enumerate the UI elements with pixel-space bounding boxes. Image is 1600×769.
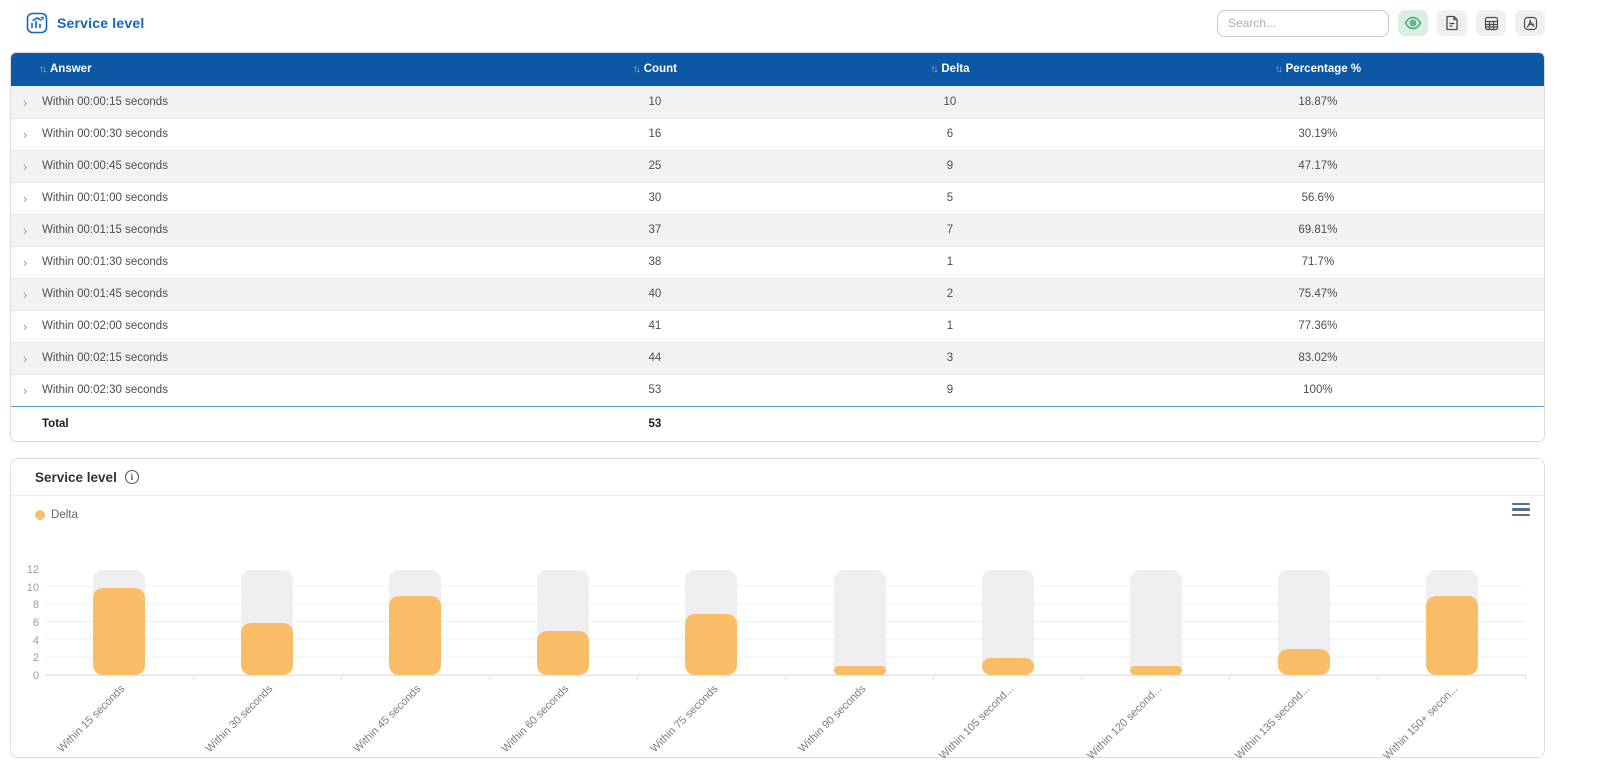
table-header-row: ↑↓ Answer ↑↓ Count ↑↓ Delta ↑↓ Percentage % bbox=[11, 53, 1544, 86]
x-tick-label: Within 90 seconds bbox=[795, 683, 869, 756]
page-title: Service level bbox=[57, 15, 145, 31]
bar-slot: Within 45 seconds bbox=[341, 570, 490, 755]
bar-slot: Within 75 seconds bbox=[637, 570, 787, 755]
table-row[interactable]: › Within 00:02:30 seconds 53 9 100% bbox=[11, 373, 1544, 406]
x-tick-label: Within 45 seconds bbox=[351, 683, 424, 756]
table-row[interactable]: › Within 00:02:00 seconds 41 1 77.36% bbox=[11, 309, 1544, 342]
hamburger-menu-icon[interactable] bbox=[1512, 503, 1530, 516]
x-tick-label: Within 120 second... bbox=[1085, 683, 1165, 762]
chart-bar[interactable] bbox=[241, 622, 294, 675]
row-expand-chevron-icon[interactable]: › bbox=[23, 158, 28, 174]
legend-dot-icon bbox=[35, 510, 45, 520]
table-row[interactable]: › Within 00:02:15 seconds 44 3 83.02% bbox=[11, 341, 1544, 374]
table-row[interactable]: › Within 00:01:00 seconds 30 5 56.6% bbox=[11, 181, 1544, 214]
service-level-table: ↑↓ Answer ↑↓ Count ↑↓ Delta ↑↓ Percentage % … bbox=[11, 53, 1544, 441]
row-expand-chevron-icon[interactable]: › bbox=[23, 318, 28, 334]
chart-title: Service level bbox=[35, 469, 117, 485]
sort-icon: ↑↓ bbox=[930, 63, 938, 75]
row-expand-chevron-icon[interactable]: › bbox=[23, 126, 28, 142]
service-level-table-card: ↑↓ Answer ↑↓ Count ↑↓ Delta ↑↓ Percentage % … bbox=[10, 52, 1545, 442]
row-expand-chevron-icon[interactable]: › bbox=[23, 94, 28, 110]
file-doc-icon bbox=[1445, 15, 1459, 31]
chart-bar[interactable] bbox=[93, 587, 146, 675]
row-expand-chevron-icon[interactable]: › bbox=[23, 190, 28, 206]
export-spreadsheet-button[interactable] bbox=[1476, 10, 1506, 36]
y-tick-label: 6 bbox=[32, 617, 39, 629]
chart-legend-delta[interactable]: Delta bbox=[35, 509, 78, 521]
bar-slot: Within 90 seconds bbox=[785, 570, 935, 755]
table-row[interactable]: › Within 00:01:30 seconds 38 1 71.7% bbox=[11, 245, 1544, 278]
table-row[interactable]: › Within 00:00:45 seconds 25 9 47.17% bbox=[11, 149, 1544, 182]
row-expand-chevron-icon[interactable]: › bbox=[23, 222, 28, 238]
x-tick-label: Within 30 seconds bbox=[203, 683, 276, 756]
table-total-row: Total 53 bbox=[11, 405, 1544, 441]
bar-slot: Within 60 seconds bbox=[489, 570, 638, 755]
row-expand-chevron-icon[interactable]: › bbox=[23, 382, 28, 398]
chart-bar[interactable] bbox=[833, 666, 886, 675]
x-tick-label: Within 150+ secon... bbox=[1381, 683, 1461, 763]
bar-slot: Within 15 seconds bbox=[45, 570, 194, 755]
chart-bar[interactable] bbox=[537, 631, 590, 675]
chart-plot-area: Within 15 seconds Within 30 seconds With… bbox=[45, 570, 1527, 762]
x-tick-label: Within 135 second... bbox=[1233, 683, 1313, 762]
toolbar-actions bbox=[1217, 9, 1545, 37]
x-tick-label: Within 60 seconds bbox=[499, 683, 572, 756]
info-icon[interactable]: i bbox=[124, 470, 139, 484]
sort-icon: ↑↓ bbox=[632, 63, 641, 75]
top-toolbar: Service level bbox=[0, 0, 1600, 46]
chart-header: Service level i bbox=[11, 459, 1544, 496]
x-tick-label: Within 15 seconds bbox=[55, 683, 128, 756]
table-row[interactable]: › Within 00:00:15 seconds 10 10 18.87% bbox=[11, 85, 1544, 118]
page-title-group: Service level bbox=[26, 12, 144, 34]
search-input[interactable] bbox=[1217, 9, 1389, 37]
y-tick-label: 0 bbox=[32, 670, 39, 682]
y-tick-label: 2 bbox=[32, 652, 39, 665]
chart-bar[interactable] bbox=[685, 613, 738, 675]
y-tick-label: 4 bbox=[32, 634, 39, 647]
bar-slot: Within 120 second... bbox=[1082, 570, 1231, 762]
total-label: Total bbox=[11, 405, 502, 441]
table-grid-icon bbox=[1484, 16, 1499, 31]
table-row[interactable]: › Within 00:01:15 seconds 37 7 69.81% bbox=[11, 213, 1544, 246]
bar-track bbox=[981, 570, 1034, 675]
total-count: 53 bbox=[501, 405, 809, 441]
y-tick-label: 8 bbox=[32, 599, 39, 612]
bar-track bbox=[1129, 570, 1182, 675]
column-header-count[interactable]: ↑↓ Count bbox=[501, 53, 809, 86]
chart-badge-icon bbox=[26, 12, 48, 34]
bar-slot: Within 105 second... bbox=[934, 570, 1083, 762]
x-tick-label: Within 75 seconds bbox=[647, 683, 720, 756]
sort-icon: ↑↓ bbox=[39, 63, 47, 75]
column-header-delta[interactable]: ↑↓ Delta bbox=[808, 53, 1092, 86]
service-level-chart-card: Service level i Delta 12 10 8 6 4 2 0 Wi… bbox=[10, 458, 1545, 762]
column-header-answer[interactable]: ↑↓ Answer bbox=[11, 53, 502, 86]
row-expand-chevron-icon[interactable]: › bbox=[23, 350, 28, 366]
legend-label: Delta bbox=[51, 509, 78, 521]
chart-bar[interactable] bbox=[1277, 648, 1330, 675]
table-row[interactable]: › Within 00:00:30 seconds 16 6 30.19% bbox=[11, 117, 1544, 150]
pdf-icon bbox=[1523, 16, 1538, 31]
row-expand-chevron-icon[interactable]: › bbox=[23, 286, 28, 302]
eye-icon bbox=[1404, 16, 1422, 30]
chart-bar[interactable] bbox=[1425, 596, 1478, 675]
bar-slot: Within 135 second... bbox=[1230, 570, 1379, 762]
chart-bar[interactable] bbox=[981, 657, 1034, 675]
row-expand-chevron-icon[interactable]: › bbox=[23, 254, 28, 270]
eye-view-button[interactable] bbox=[1398, 10, 1428, 36]
table-row[interactable]: › Within 00:01:45 seconds 40 2 75.47% bbox=[11, 277, 1544, 310]
chart-y-axis: 12 10 8 6 4 2 0 bbox=[11, 564, 39, 682]
sort-icon: ↑↓ bbox=[1274, 63, 1283, 75]
bar-track bbox=[833, 570, 886, 675]
export-doc-button[interactable] bbox=[1437, 10, 1467, 36]
bar-slot: Within 150+ secon... bbox=[1378, 570, 1527, 762]
x-tick-label: Within 105 second... bbox=[937, 683, 1017, 762]
column-header-percentage[interactable]: ↑↓ Percentage % bbox=[1091, 53, 1544, 86]
chart-bar[interactable] bbox=[389, 596, 442, 675]
chart-bar[interactable] bbox=[1129, 666, 1182, 675]
bar-slot: Within 30 seconds bbox=[193, 570, 342, 755]
y-tick-label: 10 bbox=[26, 581, 39, 594]
export-pdf-button[interactable] bbox=[1515, 10, 1545, 36]
y-tick-label: 12 bbox=[26, 564, 39, 576]
